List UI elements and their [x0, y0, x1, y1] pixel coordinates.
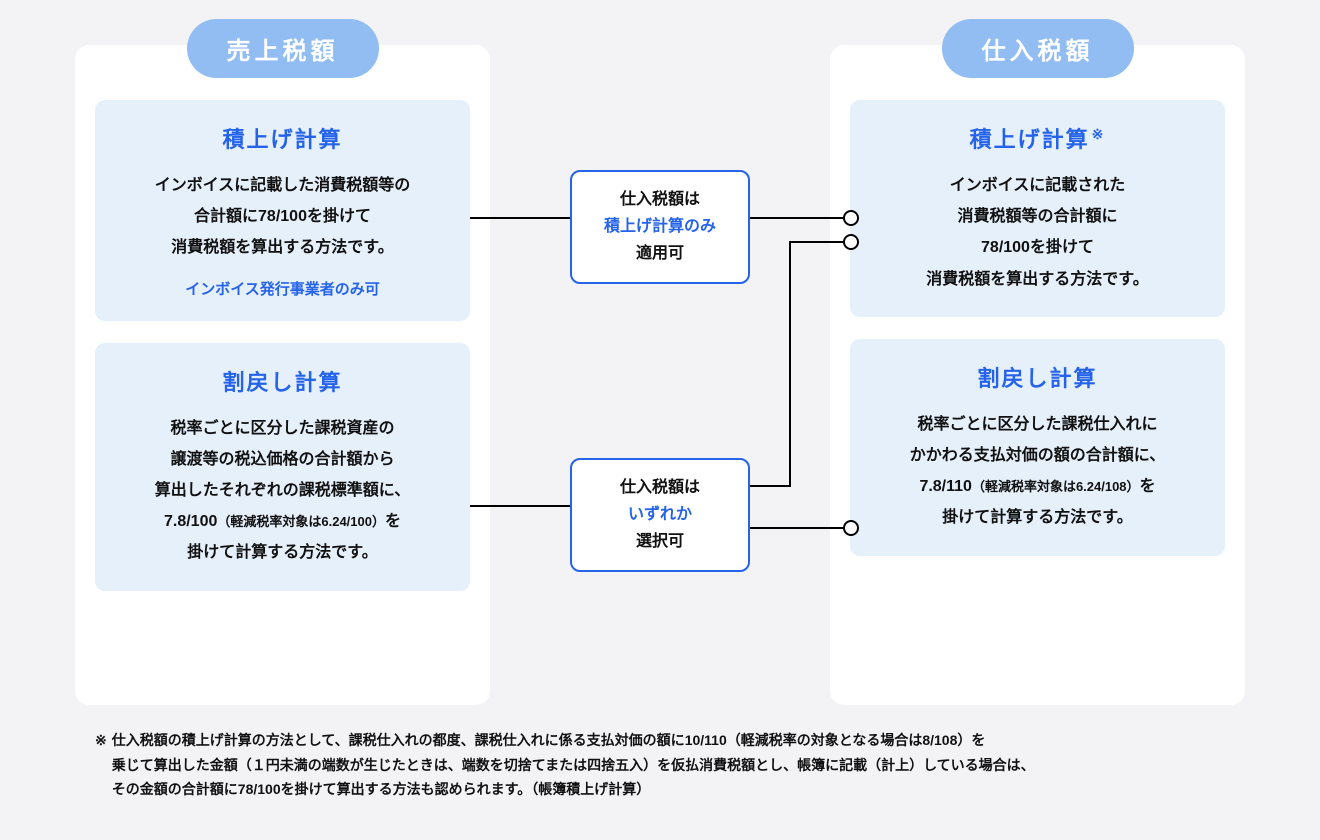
purchase-card-reversal-body: 税率ごとに区分した課税仕入れにかかわる支払対価の額の合計額に、7.8/110（軽…	[868, 409, 1207, 534]
sales-card-stackup-note: インボイス発行事業者のみ可	[113, 278, 452, 299]
sales-card-stackup: 積上げ計算 インボイスに記載した消費税額等の合計額に78/100を掛けて消費税額…	[95, 100, 470, 321]
sales-tax-pill: 売上税額	[187, 19, 379, 78]
purchase-card-stackup: 積上げ計算※ インボイスに記載された消費税額等の合計額に78/100を掛けて消費…	[850, 100, 1225, 317]
sales-card-reversal-title: 割戻し計算	[113, 365, 452, 397]
footnote: ※仕入税額の積上げ計算の方法として、課税仕入れの都度、課税仕入れに係る支払対価の…	[95, 728, 1240, 802]
sales-card-reversal: 割戻し計算 税率ごとに区分した課税資産の譲渡等の税込価格の合計額から算出したそれ…	[95, 343, 470, 591]
mid-rule-stackup-only: 仕入税額は 積上げ計算のみ 適用可	[570, 170, 750, 284]
sales-card-stackup-title: 積上げ計算	[113, 122, 452, 154]
sales-tax-panel: 売上税額 積上げ計算 インボイスに記載した消費税額等の合計額に78/100を掛け…	[75, 45, 490, 705]
purchase-tax-pill: 仕入税額	[942, 19, 1134, 78]
purchase-card-reversal: 割戻し計算 税率ごとに区分した課税仕入れにかかわる支払対価の額の合計額に、7.8…	[850, 339, 1225, 556]
purchase-card-reversal-title: 割戻し計算	[868, 361, 1207, 393]
purchase-card-stackup-body: インボイスに記載された消費税額等の合計額に78/100を掛けて消費税額を算出する…	[868, 170, 1207, 295]
sales-card-reversal-body: 税率ごとに区分した課税資産の譲渡等の税込価格の合計額から算出したそれぞれの課税標…	[113, 413, 452, 569]
mid-rule-either: 仕入税額は いずれか 選択可	[570, 458, 750, 572]
purchase-tax-panel: 仕入税額 積上げ計算※ インボイスに記載された消費税額等の合計額に78/100を…	[830, 45, 1245, 705]
purchase-card-stackup-title: 積上げ計算※	[868, 122, 1207, 154]
sales-card-stackup-body: インボイスに記載した消費税額等の合計額に78/100を掛けて消費税額を算出する方…	[113, 170, 452, 264]
